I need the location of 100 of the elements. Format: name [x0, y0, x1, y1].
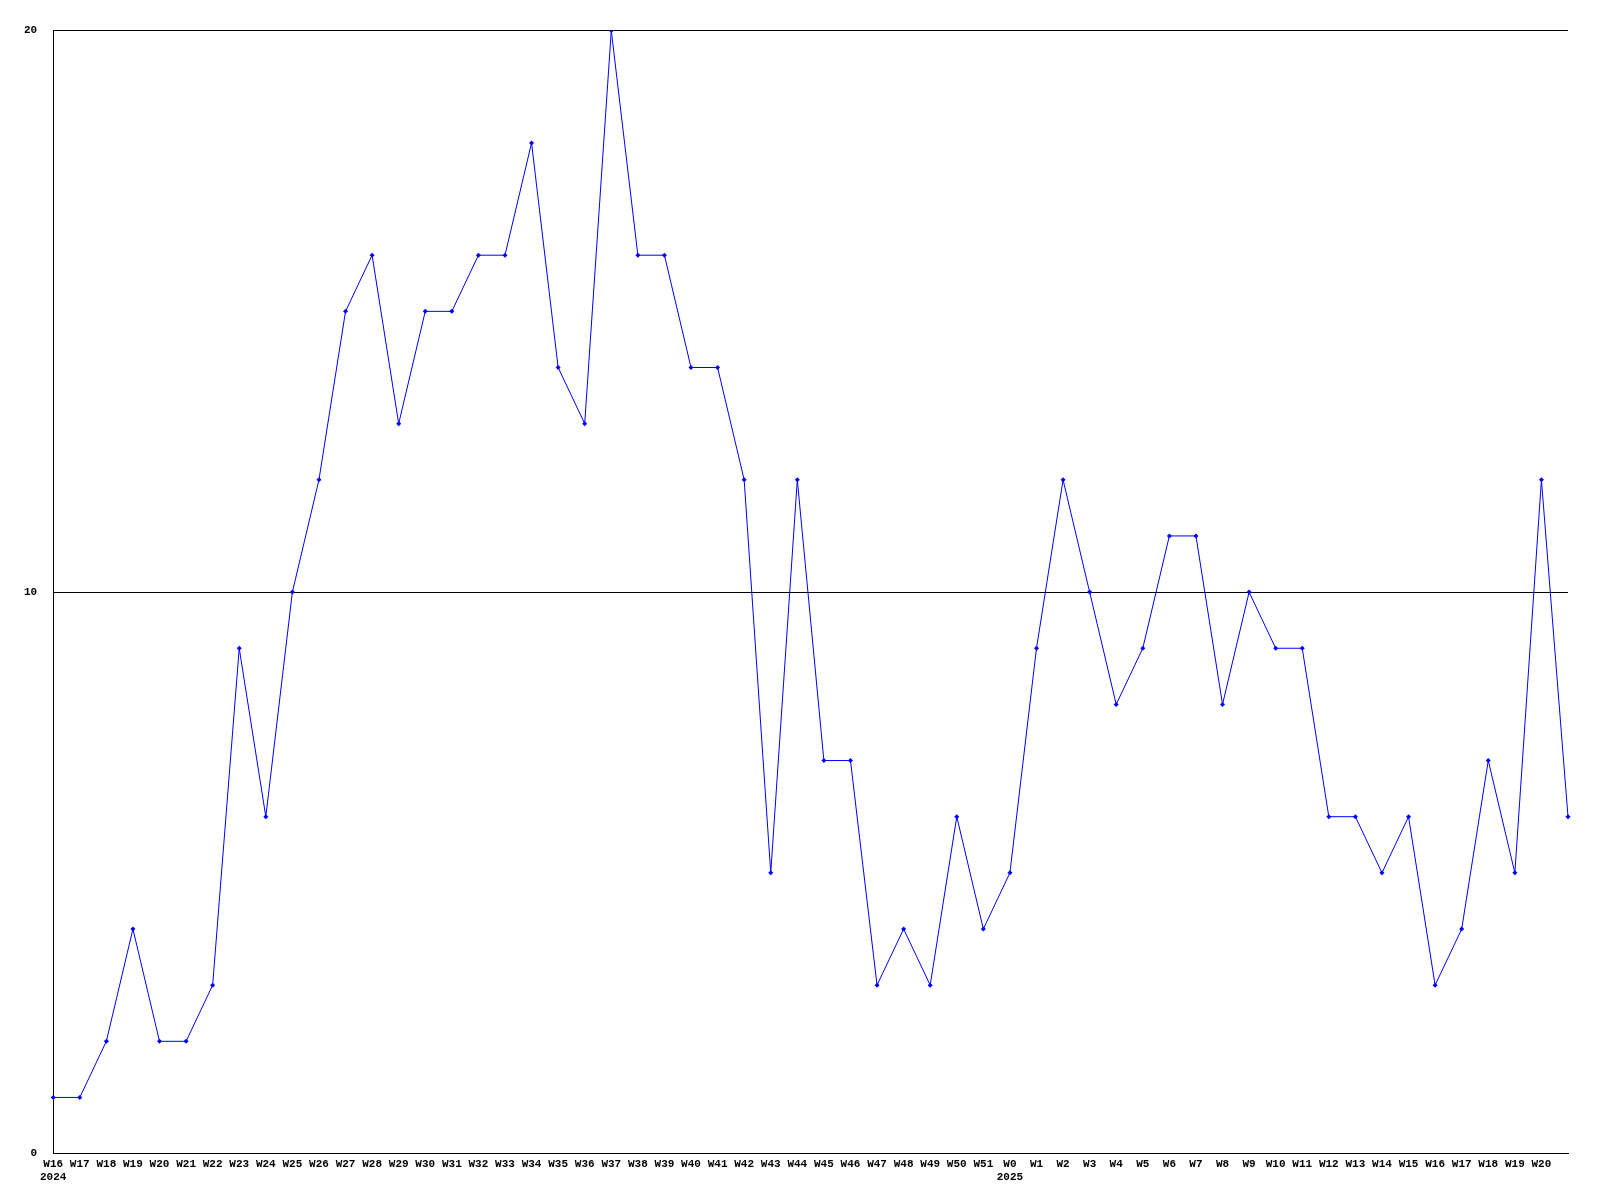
x-tick-label: W14: [1372, 1157, 1393, 1170]
x-tick-label: W6: [1162, 1157, 1176, 1170]
x-tick-label: W15: [1398, 1157, 1419, 1170]
x-tick-label: W18: [1478, 1157, 1499, 1170]
x-tick-label: W11: [1292, 1157, 1313, 1170]
x-tick-label: W16 2024: [40, 1157, 67, 1184]
point: [1113, 701, 1119, 707]
point: [1299, 645, 1305, 651]
x-tick-label: W21: [176, 1157, 197, 1170]
x-tick-label: W50: [946, 1157, 967, 1170]
point: [1485, 758, 1491, 764]
point: [529, 140, 535, 146]
point: [236, 645, 242, 651]
x-tick-label: W26: [309, 1157, 329, 1170]
x-tick-label: W30: [415, 1157, 436, 1170]
point: [50, 1094, 56, 1100]
point: [1565, 814, 1571, 820]
x-tick-label: W3: [1083, 1157, 1097, 1170]
point: [635, 252, 641, 258]
point: [1060, 477, 1066, 483]
x-tick-label: W20: [149, 1157, 170, 1170]
x-tick-label: W45: [813, 1157, 835, 1170]
point: [1406, 814, 1412, 820]
x-tick-label: W46: [840, 1157, 861, 1170]
x-tick-label: W36: [574, 1157, 595, 1170]
point: [1273, 645, 1279, 651]
point: [927, 982, 933, 988]
point: [1087, 589, 1093, 595]
point: [847, 758, 853, 764]
point: [475, 252, 481, 258]
x-tick-label: W34: [521, 1157, 542, 1170]
x-tick-label: W13: [1345, 1157, 1366, 1170]
y-tick-label: 0: [30, 1147, 38, 1160]
point: [1379, 870, 1385, 876]
point: [1033, 645, 1039, 651]
point: [1326, 814, 1332, 820]
point: [396, 421, 402, 427]
point: [157, 1038, 162, 1044]
y-tick-label: 20: [24, 24, 38, 37]
point: [343, 308, 349, 314]
point: [1166, 533, 1172, 539]
x-tick-label: W7: [1189, 1157, 1203, 1170]
x-tick-label: W22: [202, 1157, 223, 1170]
x-tick-label: W12: [1318, 1157, 1339, 1170]
x-tick-label: W10: [1265, 1157, 1286, 1170]
y-tick-label: 10: [24, 585, 38, 598]
point: [555, 365, 561, 370]
x-tick-label: W38: [627, 1157, 649, 1170]
x-tick-label: W32: [468, 1157, 489, 1170]
x-tick-label: W4: [1109, 1157, 1124, 1170]
x-tick-label: W17: [1451, 1157, 1472, 1170]
point: [980, 926, 986, 932]
point: [821, 758, 827, 764]
point: [1538, 477, 1544, 483]
point: [661, 252, 667, 258]
x-tick-label: W35: [548, 1157, 569, 1170]
x-tick-label: W1: [1029, 1157, 1044, 1170]
point: [1512, 870, 1518, 876]
point: [794, 477, 800, 483]
point: [502, 252, 508, 258]
x-tick-label: W41: [707, 1157, 728, 1170]
x-tick-label: W29: [388, 1157, 409, 1170]
x-tick-label: W43: [760, 1157, 782, 1170]
point: [210, 982, 216, 988]
point: [768, 870, 774, 876]
x-tick-label: W17: [69, 1157, 90, 1170]
point: [1220, 701, 1226, 707]
point: [289, 589, 295, 595]
x-tick-label: W5: [1136, 1157, 1150, 1170]
x-tick-label: W19: [123, 1157, 143, 1170]
point: [1140, 645, 1146, 651]
point: [874, 982, 880, 988]
x-tick-label: W2: [1056, 1157, 1070, 1170]
point: [1246, 589, 1252, 595]
x-tick-label: W9: [1242, 1157, 1256, 1170]
x-tick-label: W33: [495, 1157, 516, 1170]
x-tick-label: W40: [681, 1157, 701, 1170]
point: [901, 926, 907, 932]
point: [582, 421, 588, 427]
x-tick-label: W20: [1531, 1157, 1552, 1170]
x-tick-label: W24: [255, 1157, 277, 1170]
x-tick-label: W0 2025: [996, 1157, 1024, 1184]
point: [103, 1038, 109, 1044]
point: [422, 308, 428, 314]
x-tick-label: W27: [335, 1157, 356, 1170]
point: [1352, 814, 1358, 820]
x-tick-label: W47: [867, 1157, 887, 1170]
point: [688, 365, 694, 370]
point: [263, 814, 269, 820]
point: [316, 477, 322, 483]
point: [1007, 870, 1013, 876]
point: [449, 308, 455, 314]
x-tick-label: W18: [96, 1157, 117, 1170]
x-tick-label: W49: [920, 1157, 941, 1170]
point: [954, 814, 960, 820]
x-tick-label: W19: [1504, 1157, 1525, 1170]
point: [741, 477, 747, 483]
x-tick-label: W28: [362, 1157, 383, 1170]
x-tick-label: W48: [893, 1157, 914, 1170]
x-tick-label: W44: [787, 1157, 808, 1170]
